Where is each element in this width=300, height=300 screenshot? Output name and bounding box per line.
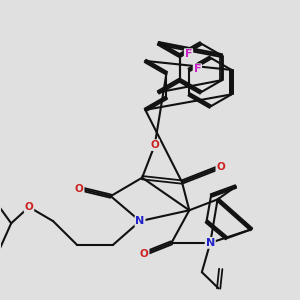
Text: F: F — [194, 64, 201, 74]
Text: N: N — [135, 216, 145, 226]
Text: F: F — [185, 49, 192, 59]
Text: O: O — [140, 249, 148, 259]
Text: O: O — [150, 140, 159, 150]
Text: N: N — [206, 238, 215, 248]
Text: O: O — [25, 202, 33, 212]
Text: O: O — [216, 162, 225, 172]
Text: O: O — [75, 184, 84, 194]
